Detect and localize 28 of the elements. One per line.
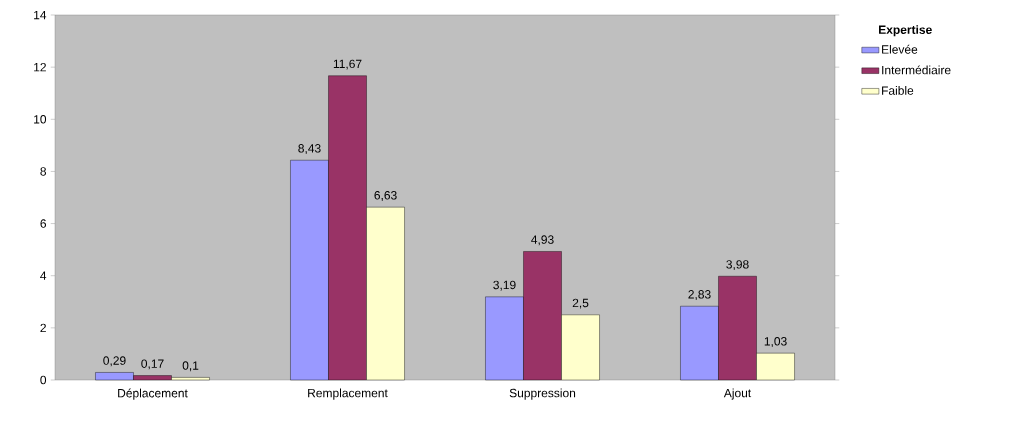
x-tick-label: Remplacement	[308, 388, 388, 400]
legend-title: Expertise	[879, 25, 932, 37]
data-label: 0,29	[103, 356, 126, 367]
data-label: 2,83	[688, 290, 711, 301]
data-label: 3,19	[493, 280, 516, 291]
data-label: 0,1	[182, 361, 199, 372]
data-label: 2,5	[572, 298, 589, 309]
y-tick-label: 10	[34, 115, 47, 124]
y-tick-label: 14	[34, 10, 47, 20]
data-label: 4,93	[531, 235, 554, 246]
data-label: 8,43	[298, 144, 321, 155]
data-label: 6,63	[374, 191, 397, 201]
legend-label: Faible	[882, 86, 914, 95]
y-tick-label: 0	[40, 375, 47, 385]
legend-label: Intermédiaire	[882, 65, 951, 75]
y-tick-label: 4	[40, 271, 47, 280]
y-tick-label: 6	[40, 219, 47, 228]
x-tick-label: Déplacement	[118, 388, 188, 400]
data-label: 0,17	[141, 359, 164, 370]
legend-label: Elevée	[882, 44, 918, 54]
data-label: 1,03	[764, 337, 787, 347]
x-tick-label: Ajout	[723, 388, 752, 400]
x-tick-label: Suppression	[509, 388, 576, 400]
y-tick-label: 12	[34, 62, 46, 72]
y-tick-label: 2	[40, 323, 46, 333]
y-tick-label: 8	[40, 167, 47, 176]
data-label: 11,67	[333, 59, 362, 70]
data-label: 3,98	[726, 260, 749, 271]
